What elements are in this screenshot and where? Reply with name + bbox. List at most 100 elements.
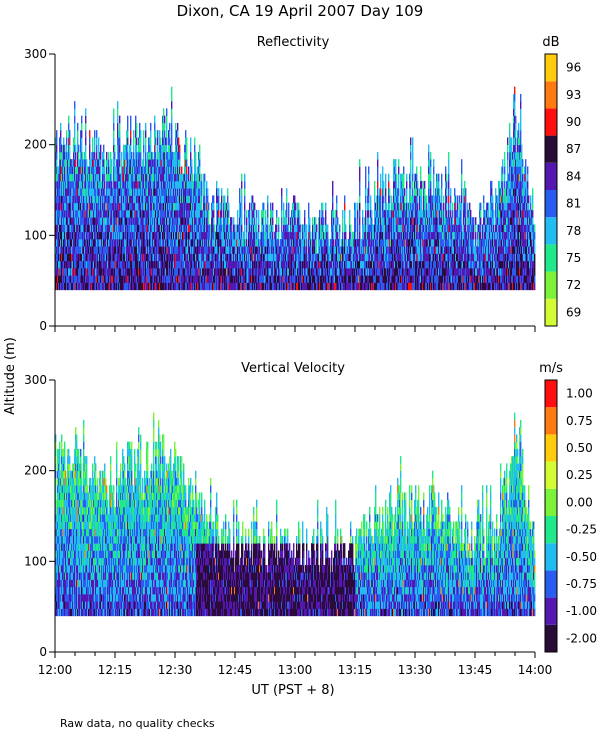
heatmap-cell — [104, 202, 106, 211]
heatmap-cell — [335, 209, 337, 218]
heatmap-cell — [181, 224, 183, 233]
heatmap-cell — [91, 282, 93, 291]
heatmap-cell — [198, 267, 200, 276]
heatmap-cell — [240, 209, 242, 218]
heatmap-cell — [188, 224, 190, 233]
heatmap-cell — [191, 275, 193, 283]
heatmap-cell — [96, 159, 98, 167]
heatmap-cell — [185, 253, 187, 262]
heatmap-cell — [126, 253, 128, 262]
heatmap-cell — [211, 209, 213, 218]
heatmap-cell — [184, 202, 186, 211]
heatmap-cell — [90, 231, 92, 240]
heatmap-cell — [56, 275, 58, 283]
heatmap-cell — [296, 260, 298, 269]
heatmap-cell — [104, 173, 106, 182]
heatmap-cell — [194, 202, 196, 211]
heatmap-cell — [95, 253, 97, 262]
heatmap-cell — [183, 202, 185, 211]
heatmap-cell — [124, 217, 126, 225]
heatmap-cell — [177, 159, 179, 167]
heatmap-cell — [304, 282, 306, 291]
heatmap-cell — [68, 217, 70, 225]
heatmap-cell — [390, 275, 392, 283]
heatmap-cell — [123, 202, 125, 211]
heatmap-cell — [205, 217, 207, 225]
heatmap-cell — [296, 231, 298, 240]
heatmap-cell — [394, 224, 396, 233]
heatmap-cell — [123, 282, 125, 291]
heatmap-cell — [394, 260, 396, 269]
heatmap-cell — [379, 217, 381, 225]
heatmap-cell — [150, 231, 152, 240]
heatmap-cell — [96, 217, 98, 225]
heatmap-cell — [122, 217, 124, 225]
heatmap-cell — [179, 195, 181, 204]
heatmap-cell — [129, 217, 131, 225]
heatmap-cell — [188, 202, 190, 211]
heatmap-cell — [278, 246, 280, 254]
heatmap-cell — [91, 217, 93, 225]
heatmap-cell — [359, 282, 361, 291]
heatmap-cell — [217, 238, 219, 247]
heatmap-cell — [139, 180, 141, 189]
heatmap-cell — [283, 275, 285, 283]
heatmap-cell — [291, 260, 293, 269]
heatmap-cell — [181, 253, 183, 262]
heatmap-cell — [365, 275, 367, 283]
heatmap-cell — [89, 246, 91, 254]
heatmap-cell — [154, 151, 156, 160]
heatmap-cell — [245, 246, 247, 254]
heatmap-cell — [133, 282, 135, 291]
heatmap-cell — [349, 282, 351, 291]
heatmap-cell — [374, 217, 376, 225]
heatmap-cell — [105, 282, 107, 291]
heatmap-cell — [173, 246, 175, 254]
heatmap-cell — [108, 253, 110, 262]
heatmap-cell — [177, 231, 179, 240]
heatmap-cell — [260, 260, 262, 269]
heatmap-cell — [171, 151, 173, 160]
heatmap-cell — [63, 151, 65, 160]
heatmap-cell — [313, 224, 315, 233]
heatmap-cell — [264, 267, 266, 276]
heatmap-cell — [209, 246, 211, 254]
heatmap-cell — [367, 238, 369, 247]
heatmap-cell — [229, 267, 231, 276]
heatmap-cell — [170, 231, 172, 240]
heatmap-cell — [70, 267, 72, 276]
heatmap-cell — [141, 166, 143, 175]
heatmap-cell — [61, 260, 63, 269]
heatmap-cell — [297, 267, 299, 276]
heatmap-cell — [191, 209, 193, 218]
heatmap-cell — [92, 173, 94, 182]
heatmap-cell — [74, 173, 76, 182]
heatmap-cell — [357, 209, 359, 218]
heatmap-cell — [125, 209, 127, 218]
heatmap-cell — [152, 275, 154, 283]
heatmap-cell — [97, 238, 99, 247]
heatmap-cell — [92, 159, 94, 167]
heatmap-cell — [162, 180, 164, 189]
heatmap-cell — [186, 224, 188, 233]
heatmap-cell — [233, 217, 235, 225]
heatmap-cell — [190, 144, 192, 153]
heatmap-cell — [191, 253, 193, 262]
heatmap-cell — [138, 137, 140, 146]
heatmap-cell — [69, 130, 71, 138]
heatmap-cell — [258, 275, 260, 283]
heatmap-cell — [254, 224, 256, 233]
heatmap-cell — [58, 275, 60, 283]
heatmap-cell — [108, 209, 110, 218]
heatmap-cell — [184, 260, 186, 269]
heatmap-cell — [206, 188, 208, 196]
heatmap-cell — [74, 267, 76, 276]
heatmap-cell — [88, 267, 90, 276]
heatmap-cell — [320, 282, 322, 291]
heatmap-cell — [143, 267, 145, 276]
heatmap-cell — [71, 260, 73, 269]
heatmap-cell — [350, 231, 352, 240]
heatmap-cell — [76, 267, 78, 276]
heatmap-cell — [209, 238, 211, 247]
heatmap-cell — [94, 195, 96, 204]
